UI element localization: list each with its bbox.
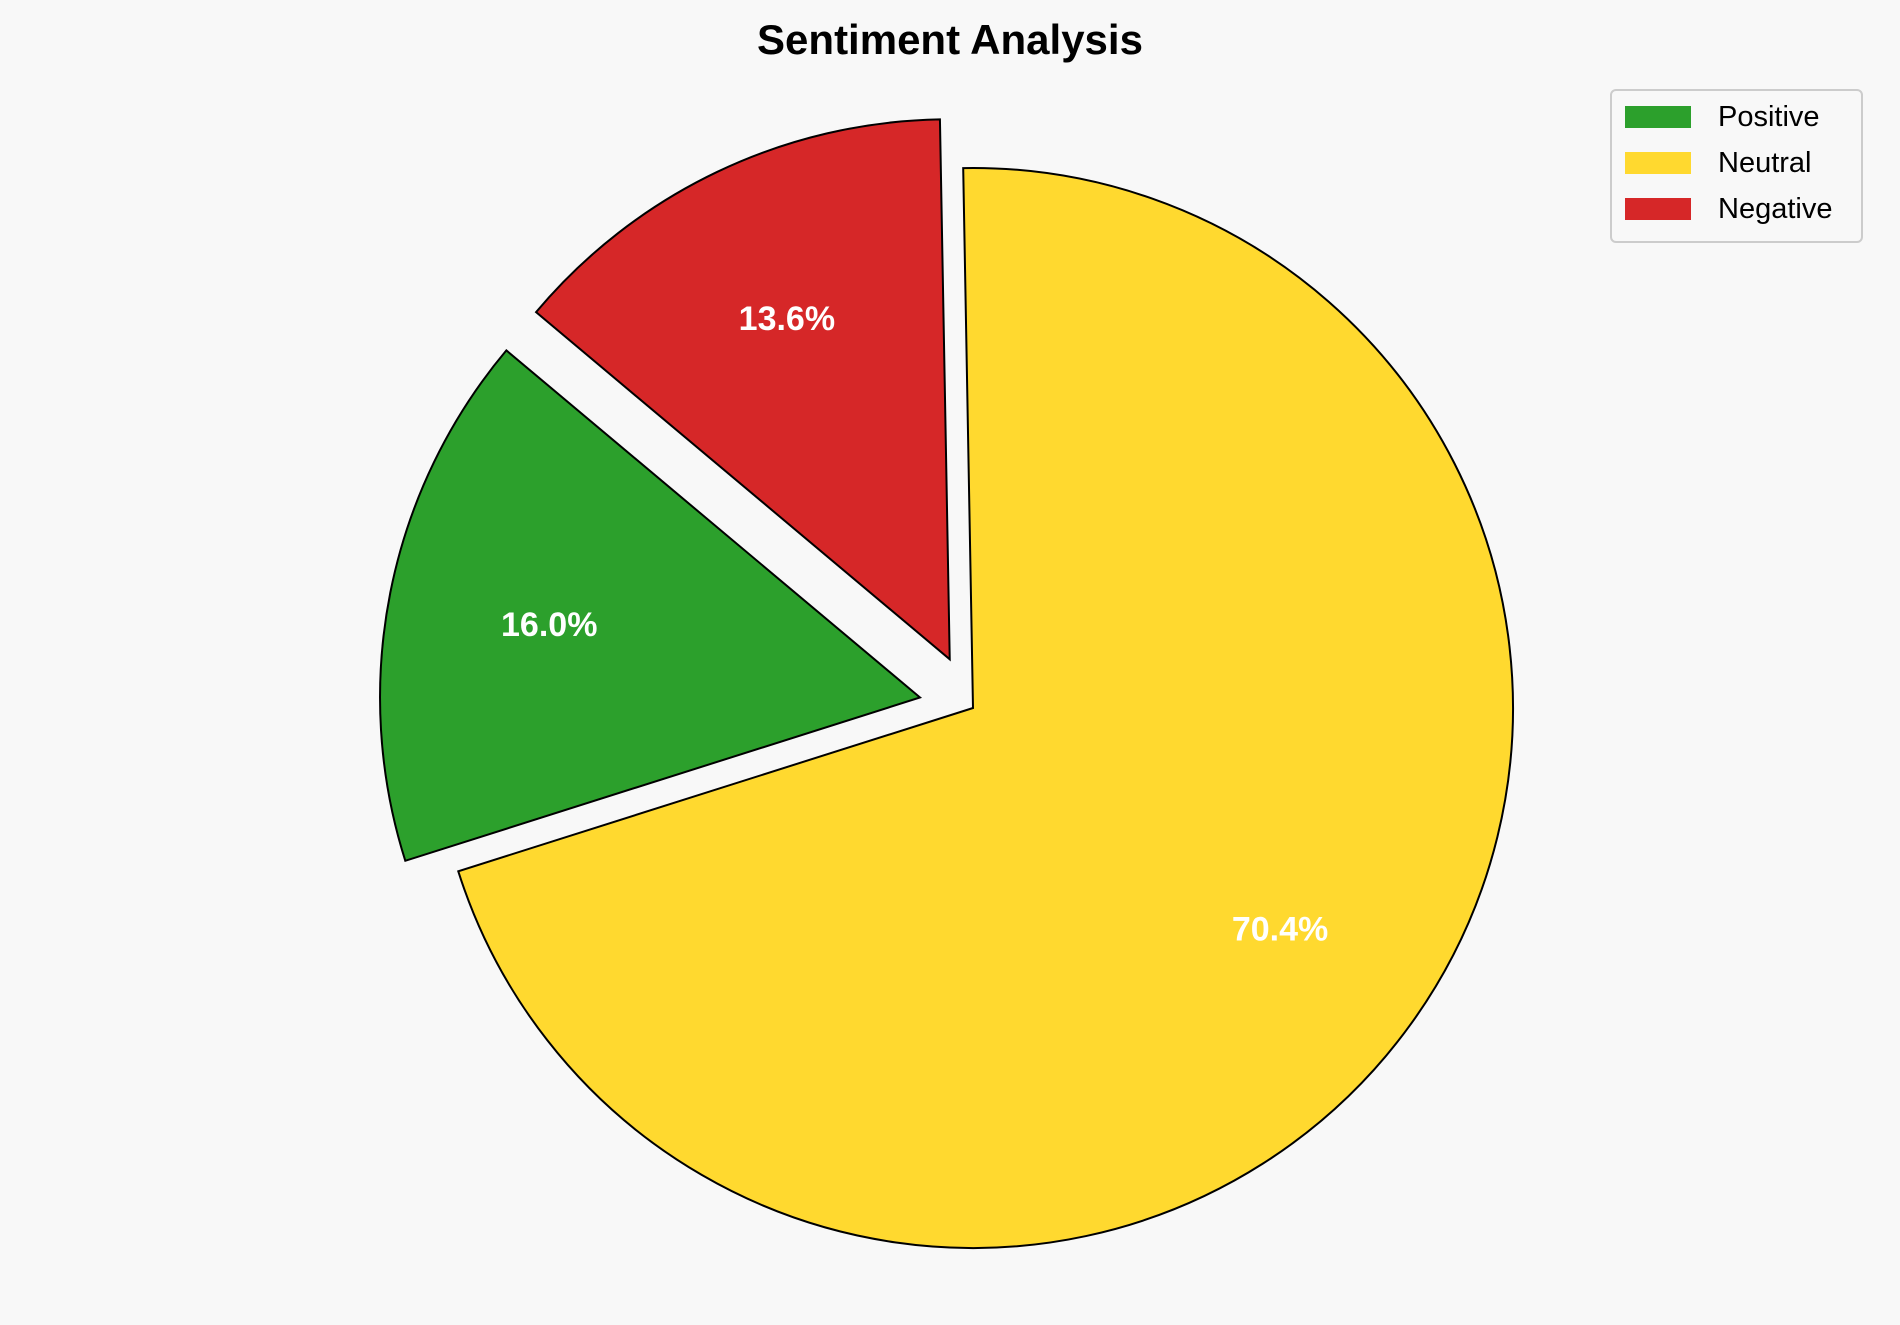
legend-label-positive: Positive [1718,101,1820,133]
pie-slice-neutral [457,167,1514,1249]
legend: Positive Neutral Negative [1610,89,1863,243]
legend-swatch-negative [1625,198,1691,220]
pie-label-negative: 13.6% [739,300,835,338]
legend-label-negative: Negative [1718,193,1832,225]
legend-swatch-neutral [1625,152,1691,174]
chart-title: Sentiment Analysis [757,16,1143,63]
pie-slices [379,118,1514,1249]
pie-label-positive: 16.0% [501,606,597,644]
pie-slice-negative [534,118,951,662]
legend-swatch-positive [1625,106,1691,128]
pie-slice-positive [379,348,923,863]
pie-label-neutral: 70.4% [1232,910,1328,948]
pie-labels: 16.0% 70.4% 13.6% [501,300,1328,948]
legend-label-neutral: Neutral [1718,147,1812,179]
